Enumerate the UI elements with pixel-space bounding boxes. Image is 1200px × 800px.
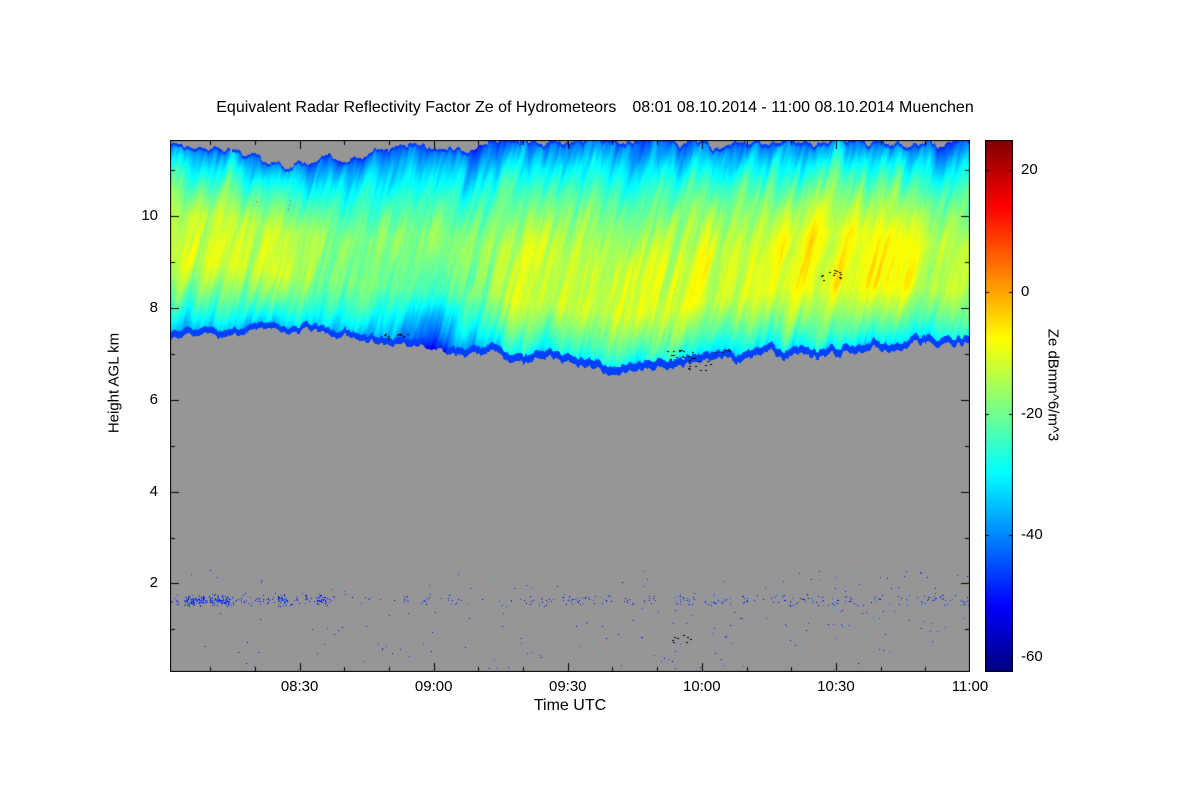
colorbar-tick-label: -60 — [1021, 647, 1043, 665]
x-axis-label: Time UTC — [533, 697, 607, 714]
x-tick-label: 10:00 — [683, 678, 721, 695]
y-axis-label: Height AGL km — [105, 332, 123, 434]
chart-title-text: Equivalent Radar Reflectivity Factor Ze … — [216, 99, 617, 116]
colorbar-label: Ze dBmm^6/m^3 — [1044, 328, 1062, 442]
colorbar-tick-label: 0 — [1021, 283, 1030, 300]
colorbar-tick-label: -20 — [1021, 404, 1043, 422]
x-tick-label: 11:00 — [951, 678, 989, 695]
heatmap-canvas — [170, 140, 970, 672]
x-tick-label: 09:30 — [548, 678, 587, 695]
y-tick-label: 8 — [149, 299, 158, 316]
chart-period-text: 08:01 08.10.2014 - 11:00 08.10.2014 Muen… — [632, 99, 974, 116]
colorbar-canvas — [985, 140, 1013, 672]
chart-title: Equivalent Radar Reflectivity Factor Ze … — [0, 99, 1190, 117]
y-tick-label: 2 — [149, 574, 158, 592]
x-tick-label: 09:00 — [414, 678, 453, 695]
x-tick-label: 08:30 — [280, 678, 319, 695]
x-tick-label: 10:30 — [817, 678, 855, 695]
colorbar-tick-label: 20 — [1021, 161, 1038, 179]
y-tick-label: 6 — [149, 390, 158, 408]
colorbar-tick-label: -40 — [1021, 526, 1043, 544]
y-tick-label: 4 — [149, 482, 158, 500]
y-tick-label: 10 — [141, 207, 158, 225]
